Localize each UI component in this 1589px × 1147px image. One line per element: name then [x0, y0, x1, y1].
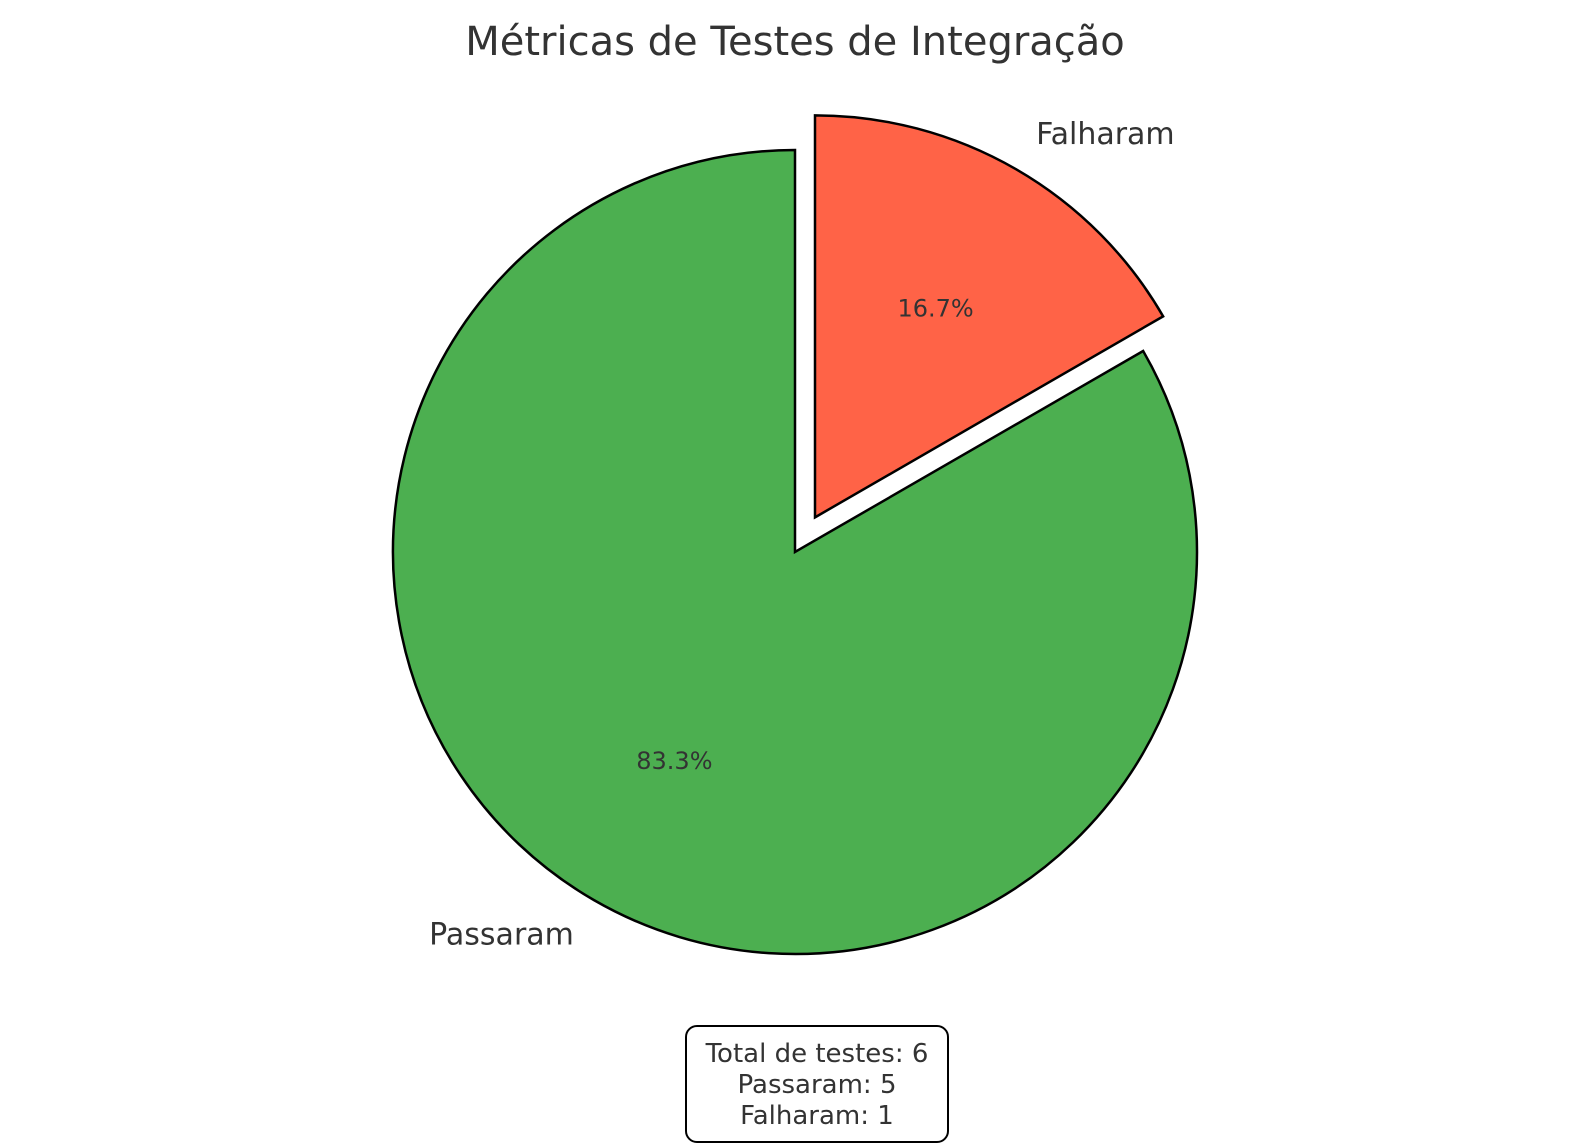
percent-label-passaram: 83.3%	[636, 747, 712, 775]
chart-title: Métricas de Testes de Integração	[465, 19, 1125, 65]
summary-total: Total de testes: 6	[705, 1039, 929, 1069]
pie-slices	[391, 114, 1199, 956]
slice-label-passaram: Passaram	[429, 917, 574, 952]
pie-slice-passaram	[391, 148, 1199, 956]
percent-label-falharam: 16.7%	[897, 294, 973, 322]
slice-label-falharam: Falharam	[1036, 117, 1175, 152]
summary-passed: Passaram: 5	[737, 1070, 897, 1100]
pie-labels: 83.3% Passaram 16.7% Falharam	[429, 117, 1174, 953]
summary-failed: Falharam: 1	[740, 1101, 894, 1131]
summary-box: Total de testes: 6 Passaram: 5 Falharam:…	[685, 1025, 949, 1143]
pie-slice-falharam	[813, 114, 1165, 520]
